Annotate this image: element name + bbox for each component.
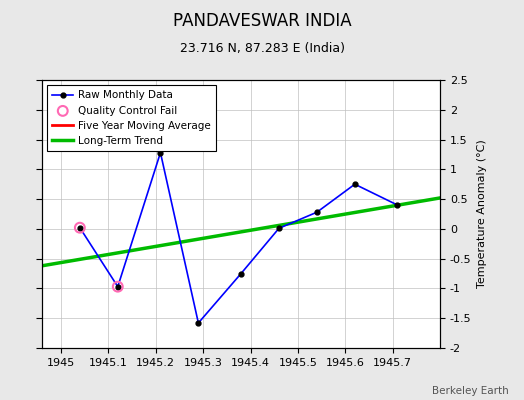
Legend: Raw Monthly Data, Quality Control Fail, Five Year Moving Average, Long-Term Tren: Raw Monthly Data, Quality Control Fail, … xyxy=(47,85,216,151)
Raw Monthly Data xyxy=(314,210,320,215)
Raw Monthly Data xyxy=(77,225,83,230)
Text: 23.716 N, 87.283 E (India): 23.716 N, 87.283 E (India) xyxy=(180,42,344,55)
Raw Monthly Data xyxy=(352,182,358,187)
Raw Monthly Data xyxy=(115,284,121,289)
Line: Raw Monthly Data: Raw Monthly Data xyxy=(78,150,400,326)
Raw Monthly Data xyxy=(276,226,282,231)
Raw Monthly Data xyxy=(238,271,244,276)
Text: PANDAVESWAR INDIA: PANDAVESWAR INDIA xyxy=(173,12,351,30)
Quality Control Fail xyxy=(75,224,84,231)
Raw Monthly Data xyxy=(157,150,163,155)
Raw Monthly Data xyxy=(195,320,202,325)
Text: Berkeley Earth: Berkeley Earth xyxy=(432,386,508,396)
Raw Monthly Data xyxy=(395,203,401,208)
Quality Control Fail xyxy=(114,284,122,290)
Y-axis label: Temperature Anomaly (°C): Temperature Anomaly (°C) xyxy=(477,140,487,288)
